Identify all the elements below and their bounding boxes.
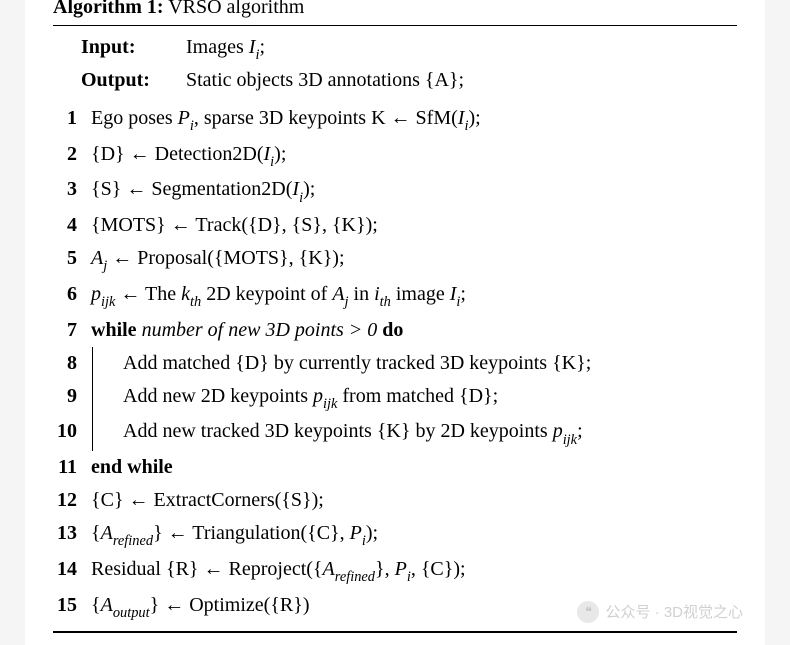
algo-line: 12 {C} ← ExtractCorners({S}); (53, 484, 737, 517)
algo-line: 5 Aj ← Proposal({MOTS}, {K}); (53, 242, 737, 278)
algo-line: 14 Residual {R} ← Reproject({Arefined}, … (53, 553, 737, 589)
line-number: 11 (53, 451, 91, 484)
line-number: 14 (53, 553, 91, 586)
algo-line: 4 {MOTS} ← Track({D}, {S}, {K}); (53, 209, 737, 242)
line-number: 13 (53, 517, 91, 550)
algorithm-io: Input: Images Ii; Output: Static objects… (53, 26, 737, 100)
algorithm-label: Algorithm 1: (53, 0, 164, 18)
line-content: {S} ← Segmentation2D(Ii); (91, 173, 737, 209)
algorithm-body: 1 Ego poses Pi, sparse 3D keypoints K ← … (53, 100, 737, 627)
algorithm-name: VRSO algorithm (168, 0, 304, 18)
line-content: Aj ← Proposal({MOTS}, {K}); (91, 242, 737, 278)
algo-line: 2 {D} ← Detection2D(Ii); (53, 138, 737, 174)
algo-line: 7 while number of new 3D points > 0 do (53, 314, 737, 347)
line-content: pijk ← The kth 2D keypoint of Aj in ith … (91, 278, 737, 314)
algo-line: 6 pijk ← The kth 2D keypoint of Aj in it… (53, 278, 737, 314)
input-label: Input: (81, 32, 181, 63)
algo-line: 15 {Aoutput} ← Optimize({R}) (53, 589, 737, 625)
bottom-rule (53, 631, 737, 633)
algo-line: 11 end while (53, 451, 737, 484)
line-number: 9 (53, 380, 91, 413)
line-number: 10 (53, 415, 91, 448)
algo-line: 10 Add new tracked 3D keypoints {K} by 2… (53, 415, 737, 451)
line-content: Add new tracked 3D keypoints {K} by 2D k… (92, 415, 737, 451)
line-content: Ego poses Pi, sparse 3D keypoints K ← Sf… (91, 102, 737, 138)
line-number: 4 (53, 209, 91, 242)
line-content: Add matched {D} by currently tracked 3D … (92, 347, 737, 380)
line-number: 8 (53, 347, 91, 380)
algo-line: 13 {Arefined} ← Triangulation({C}, Pi); (53, 517, 737, 553)
input-row: Input: Images Ii; (81, 32, 737, 65)
line-content: Add new 2D keypoints pijk from matched {… (92, 380, 737, 416)
input-text: Images Ii; (186, 36, 265, 58)
algo-line: 9 Add new 2D keypoints pijk from matched… (53, 380, 737, 416)
line-number: 5 (53, 242, 91, 275)
line-number: 15 (53, 589, 91, 622)
algo-line: 8 Add matched {D} by currently tracked 3… (53, 347, 737, 380)
line-content: end while (91, 451, 737, 484)
line-content: {Aoutput} ← Optimize({R}) (91, 589, 737, 625)
line-content: {MOTS} ← Track({D}, {S}, {K}); (91, 209, 737, 242)
line-number: 2 (53, 138, 91, 171)
output-row: Output: Static objects 3D annotations {A… (81, 65, 737, 96)
algorithm-title-row: Algorithm 1: VRSO algorithm (53, 0, 737, 26)
line-number: 3 (53, 173, 91, 206)
line-content: {Arefined} ← Triangulation({C}, Pi); (91, 517, 737, 553)
output-text: Static objects 3D annotations {A}; (186, 69, 464, 91)
line-content: {C} ← ExtractCorners({S}); (91, 484, 737, 517)
line-content: {D} ← Detection2D(Ii); (91, 138, 737, 174)
output-label: Output: (81, 65, 181, 96)
line-number: 12 (53, 484, 91, 517)
line-number: 7 (53, 314, 91, 347)
line-number: 6 (53, 278, 91, 311)
algo-line: 1 Ego poses Pi, sparse 3D keypoints K ← … (53, 102, 737, 138)
line-content: Residual {R} ← Reproject({Arefined}, Pi,… (91, 553, 737, 589)
algo-line: 3 {S} ← Segmentation2D(Ii); (53, 173, 737, 209)
line-number: 1 (53, 102, 91, 135)
algorithm-block: Algorithm 1: VRSO algorithm Input: Image… (25, 0, 765, 645)
line-content: while number of new 3D points > 0 do (91, 314, 737, 347)
